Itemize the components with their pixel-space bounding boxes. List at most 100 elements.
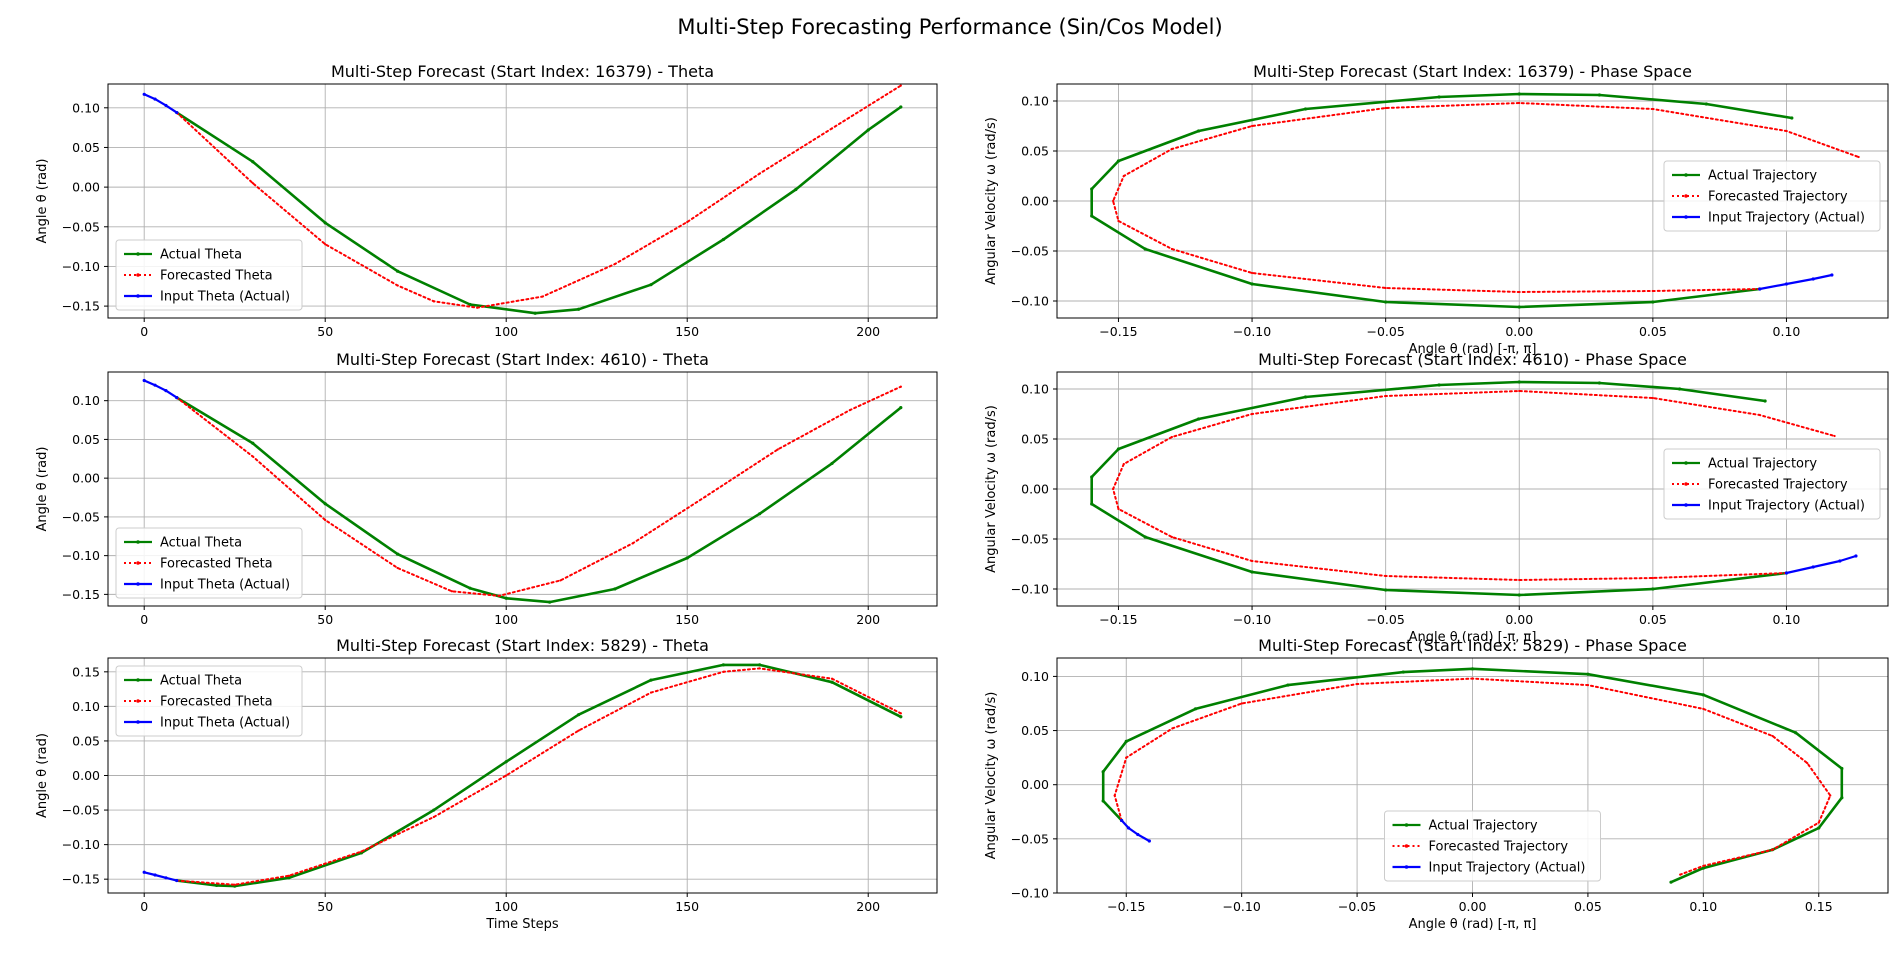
chart4-legend-marker-input [1684,503,1688,507]
chart2-actual-point-6 [1090,214,1094,218]
figure-suptitle: Multi-Step Forecasting Performance (Sin/… [677,15,1222,39]
chart4-ytick-label-1: −0.05 [1011,532,1049,547]
chart4-xtick-label-3: 0.00 [1505,612,1533,627]
chart1-legend-marker-actual [136,252,140,256]
chart4-legend-marker-forecast [1684,482,1688,486]
chart4-forecast-point-4 [1250,559,1254,563]
chart2-actual-point-12 [1517,92,1521,96]
chart6-legend-marker-input [1404,865,1409,869]
chart1-xtick-label-3: 150 [675,324,699,339]
chart5-forecast-point-5 [505,774,508,777]
chart2-input-point-2 [1784,282,1789,286]
chart4-legend: Actual Trajectory Forecasted Trajectory In… [1663,448,1881,520]
chart1-legend-marker-forecast [136,273,140,277]
chart1-actual-point-3 [396,269,400,273]
chart6-legend: Actual Trajectory Forecasted Trajectory In… [1384,810,1601,882]
chart4-ytick-label-4: 0.10 [1021,382,1049,397]
chart5-actual-point-3 [287,876,291,880]
chart6-actual-point-8 [1586,672,1590,676]
chart1-actual-point-5 [533,311,537,315]
chart6-xtick-label-4: 0.05 [1574,899,1602,914]
chart1-ytick-label-2: −0.05 [62,219,100,234]
chart6-forecast-point-13 [1771,848,1774,851]
chart2-ytick-label-0: −0.10 [1011,294,1049,309]
chart4-forecast-point-7 [1112,487,1115,491]
chart2-ytick-label-3: 0.05 [1021,144,1049,159]
chart5-actual-point-11 [830,680,834,684]
chart1-forecast-point-10 [830,127,834,130]
chart6-forecast-point-15 [1679,873,1682,876]
chart5-ytick-label-6: 0.15 [72,664,100,679]
chart2-title: Multi-Step Forecast (Start Index: 16379)… [1253,62,1692,81]
chart4-forecast-point-1 [1651,576,1654,580]
chart5-forecast-point-11 [899,712,902,715]
chart3-actual-point-5 [504,596,508,600]
chart1-frame [107,83,938,319]
chart2-series-forecast-line [1112,102,1860,293]
chart3-ytick-label-0: −0.15 [62,587,100,602]
chart6-actual-point-10 [1794,731,1798,735]
chart6-actual-point-11 [1840,766,1844,771]
chart3-actual-point-1 [251,441,255,445]
chart5-forecast-point-10 [830,677,834,680]
chart4-actual-point-5 [1143,535,1147,539]
chart1-forecast-point-6 [541,295,544,298]
chart2-forecast-point-12 [1518,101,1521,105]
chart3-forecast-point-8 [704,495,707,498]
chart3-forecast-point-3 [396,566,399,570]
chart5-input-point-1 [153,873,157,877]
chart6-forecast-point-12 [1817,821,1820,824]
chart6-xlabel: Angle θ (rad) [-π, π] [1409,917,1537,932]
chart3-ylabel: Angle θ (rad) [35,447,50,532]
chart4-legend-box [1663,448,1881,520]
chart4-actual-point-12 [1517,380,1521,384]
chart6-forecast-point-4 [1240,702,1243,705]
chart3-actual-point-2 [323,502,327,506]
chart5-xlabel: Time Steps [485,917,559,932]
chart2-legend: Actual Trajectory Forecasted Trajectory In… [1663,160,1881,232]
chart1-legend-box [115,239,303,311]
chart1-actual-point-6 [577,307,581,311]
chart2-actual-point-9 [1197,129,1201,133]
chart4-actual-point-6 [1090,502,1094,506]
chart5-xtick-label-1: 50 [317,899,333,914]
chart5-ytick-label-3: 0.00 [72,768,100,783]
chart3-forecast-point-4 [450,590,454,593]
chart4-legend-label-forecast: Forecasted Trajectory [1708,478,1848,493]
chart1-actual-point-2 [323,221,327,225]
chart3-series-actual-line [175,396,903,604]
chart5-forecast-point-6 [577,729,580,732]
chart6-actual-point-5 [1286,683,1290,687]
chart1-legend-label-actual: Actual Theta [160,248,242,263]
chart1-ytick-label-3: 0.00 [72,180,100,195]
chart4-ytick-label-0: −0.10 [1011,582,1049,597]
chart6-legend-label-actual: Actual Trajectory [1429,819,1538,834]
chart4-legend-label-input: Input Trajectory (Actual) [1708,499,1865,514]
chart3-legend-marker-input [136,582,140,586]
chart2-input-point-3 [1758,287,1762,291]
chart3-ytick-label-1: −0.10 [62,548,100,563]
chart6-actual-point-7 [1470,667,1475,671]
chart6-actual-point-13 [1817,826,1821,830]
chart6-ytick-label-0: −0.10 [1011,886,1049,901]
chart1-forecast-point-3 [396,284,399,287]
chart3-actual-point-11 [899,406,903,410]
chart6-ylabel: Angular Velocity ω (rad/s) [984,692,999,860]
chart2-actual-point-15 [1790,116,1794,120]
chart5-legend-label-input: Input Theta (Actual) [160,716,290,731]
chart4-actual-point-10 [1303,395,1308,399]
chart5-actual-point-1 [215,883,219,887]
chart4-input-point-2 [1811,565,1815,569]
chart1-forecast-point-5 [476,306,479,309]
chart4-forecast-point-8 [1122,462,1125,466]
chart3-xtick-label-1: 50 [317,612,333,627]
chart1-legend-label-forecast: Forecasted Theta [160,269,273,284]
chart2-actual-point-2 [1517,305,1521,309]
chart1-input-point-2 [164,103,168,108]
chart3-legend-label-forecast: Forecasted Theta [160,557,273,572]
chart2-ylabel: Angular Velocity ω (rad/s) [984,117,999,285]
chart2-actual-point-8 [1116,159,1121,163]
chart6-ytick-label-4: 0.10 [1021,669,1049,684]
chart3-input-point-0 [142,378,146,383]
chart6-actual-point-2 [1101,770,1105,774]
